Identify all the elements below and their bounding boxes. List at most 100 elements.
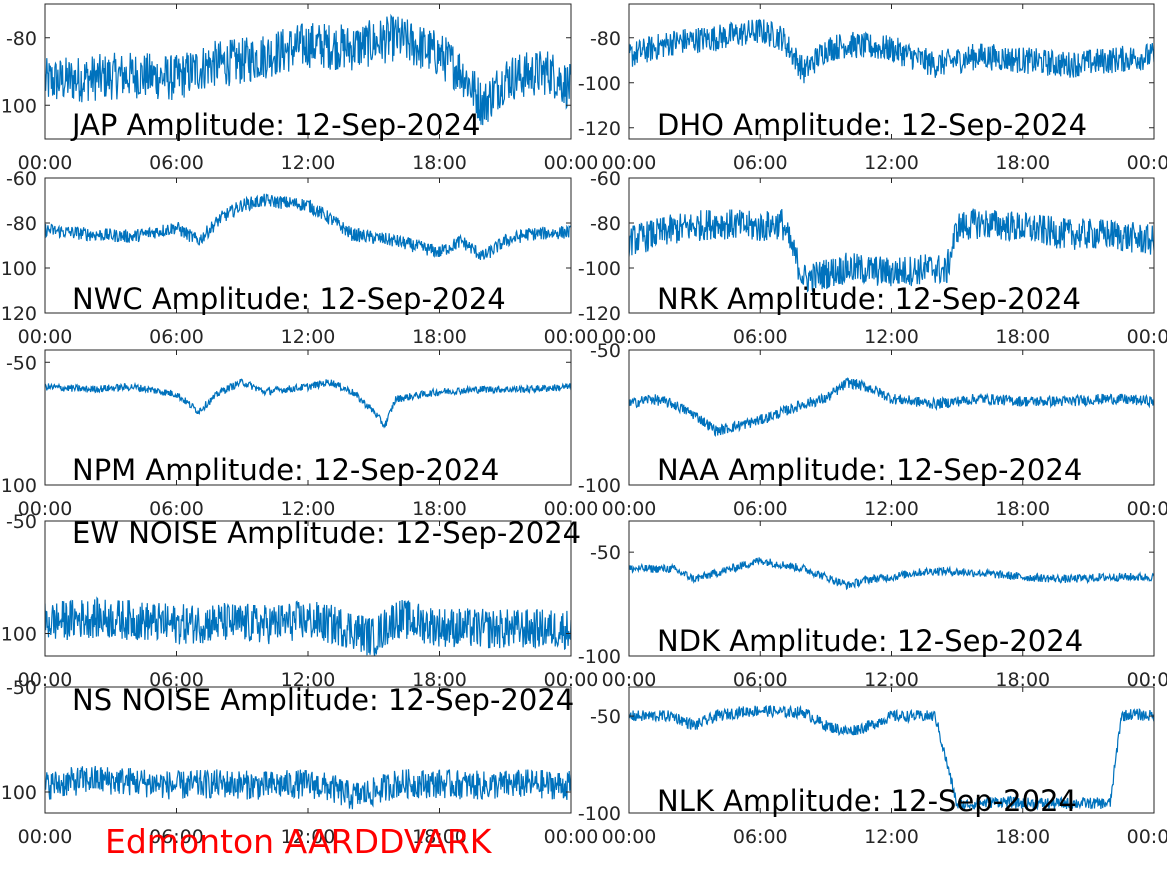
series-line	[629, 704, 1154, 811]
y-tick-label: -50	[590, 706, 621, 728]
series-line	[45, 765, 571, 810]
y-tick-label: -100	[0, 475, 37, 497]
y-tick-label: -100	[578, 475, 621, 497]
x-tick-label: 18:00	[995, 669, 1050, 691]
y-tick-label: -60	[6, 168, 37, 190]
x-tick-label: 18:00	[412, 152, 467, 174]
y-tick-label: -80	[6, 28, 37, 50]
x-tick-label: 00:00	[602, 498, 657, 520]
x-tick-label: 00:00	[602, 826, 657, 848]
x-tick-label: 00:00	[544, 326, 599, 348]
x-tick-label: 00:00	[544, 152, 599, 174]
panel-title: DHO Amplitude: 12-Sep-2024	[657, 108, 1087, 142]
y-tick-label: -50	[6, 511, 37, 533]
y-tick-label: -100	[0, 624, 37, 646]
x-tick-label: 18:00	[412, 669, 467, 691]
x-tick-label: 06:00	[149, 152, 204, 174]
x-tick-label: 00:00	[602, 669, 657, 691]
x-tick-label: 00:00	[18, 826, 73, 848]
x-tick-label: 18:00	[995, 498, 1050, 520]
y-tick-label: -100	[0, 258, 37, 280]
x-tick-label: 00:00	[1127, 669, 1167, 691]
x-tick-label: 00:00	[1127, 326, 1167, 348]
x-tick-label: 12:00	[281, 326, 336, 348]
y-tick-label: -100	[578, 258, 621, 280]
panel-title: NS NOISE Amplitude: 12-Sep-2024	[72, 683, 574, 717]
y-tick-label: -50	[590, 340, 621, 362]
panel-1: 00:00 06:00 12:00 18:00 00:00 -80 -100 JAP Ampl…	[0, 3, 599, 174]
x-tick-label: 00:00	[1127, 826, 1167, 848]
x-tick-label: 12:00	[281, 826, 336, 848]
x-tick-label: 12:00	[864, 669, 919, 691]
y-tick-label: -120	[0, 303, 37, 325]
y-tick-label: -80	[6, 213, 37, 235]
panel-title: NWC Amplitude: 12-Sep-2024	[72, 282, 506, 316]
series-line	[629, 377, 1154, 438]
y-tick-label: -50	[6, 352, 37, 374]
y-tick-label: -80	[590, 213, 621, 235]
x-tick-label: 06:00	[149, 669, 204, 691]
x-tick-label: 12:00	[864, 326, 919, 348]
x-tick-label: 06:00	[149, 826, 204, 848]
x-tick-label: 00:00	[544, 669, 599, 691]
x-tick-label: 00:00	[1127, 152, 1167, 174]
series-line	[629, 18, 1154, 84]
y-tick-label: -50	[590, 542, 621, 564]
x-tick-label: 18:00	[995, 826, 1050, 848]
x-tick-label: 12:00	[281, 152, 336, 174]
y-tick-label: -100	[578, 73, 621, 95]
x-tick-label: 12:00	[864, 498, 919, 520]
footer-label: Edmonton AARDDVARK	[105, 822, 493, 861]
x-tick-label: 06:00	[733, 669, 788, 691]
x-tick-label: 00:00	[18, 669, 73, 691]
x-tick-label: 06:00	[733, 152, 788, 174]
y-tick-label: -100	[0, 95, 37, 117]
panel-8: 00:00 06:00 12:00 18:00 00:00 -50 -100 NDK Ampl…	[578, 520, 1167, 691]
x-tick-label: 12:00	[864, 152, 919, 174]
x-tick-label: 00:00	[18, 326, 73, 348]
panel-3: 00:00 06:00 12:00 18:00 00:00 -60 -80 -100 -120 N…	[0, 168, 598, 348]
panel-title: NLK Amplitude: 12-Sep-2024	[657, 784, 1077, 818]
series-line	[45, 13, 571, 126]
x-tick-label: 06:00	[149, 498, 204, 520]
x-tick-label: 18:00	[995, 326, 1050, 348]
panel-title: EW NOISE Amplitude: 12-Sep-2024	[72, 516, 581, 550]
x-tick-label: 00:00	[602, 326, 657, 348]
series-line	[45, 193, 571, 260]
panel-5: 00:00 06:00 12:00 18:00 00:00 -50 -100 NPM Ampl…	[0, 349, 599, 520]
x-tick-label: 12:00	[281, 669, 336, 691]
x-tick-label: 12:00	[281, 498, 336, 520]
x-tick-label: 00:00	[602, 152, 657, 174]
x-tick-label: 00:00	[1127, 498, 1167, 520]
x-tick-label: 06:00	[733, 826, 788, 848]
x-tick-label: 06:00	[733, 498, 788, 520]
x-tick-label: 06:00	[733, 326, 788, 348]
y-tick-label: -100	[578, 646, 621, 668]
series-line	[629, 208, 1154, 293]
y-tick-label: -120	[578, 118, 621, 140]
x-tick-label: 06:00	[149, 326, 204, 348]
panel-title: JAP Amplitude: 12-Sep-2024	[70, 108, 480, 142]
panel-title: NRK Amplitude: 12-Sep-2024	[657, 282, 1081, 316]
y-tick-label: -80	[590, 28, 621, 50]
panel-9: 00:00 06:00 12:00 18:00 00:00 -50 -100 NS NOISE…	[0, 677, 598, 848]
x-tick-label: 18:00	[412, 326, 467, 348]
panel-title: NAA Amplitude: 12-Sep-2024	[657, 453, 1082, 487]
series-line	[45, 378, 571, 429]
x-tick-label: 18:00	[412, 826, 467, 848]
panel-4: 00:00 06:00 12:00 18:00 00:00 -60 -80 -100 -120 N…	[578, 168, 1167, 348]
panel-2: 00:00 06:00 12:00 18:00 00:00 -80 -100 -120 DHO …	[578, 3, 1167, 174]
series-line	[45, 596, 571, 656]
panel-title: NDK Amplitude: 12-Sep-2024	[657, 624, 1083, 658]
y-tick-label: -120	[578, 303, 621, 325]
x-tick-label: 00:00	[544, 826, 599, 848]
x-tick-label: 00:00	[544, 498, 599, 520]
x-tick-label: 12:00	[864, 826, 919, 848]
series-line	[629, 557, 1154, 591]
y-tick-label: -50	[6, 677, 37, 699]
x-tick-label: 18:00	[412, 498, 467, 520]
panel-7: 00:00 06:00 12:00 18:00 00:00 -50 -100 EW NOISE…	[0, 511, 598, 691]
y-tick-label: -100	[0, 782, 37, 804]
panel-6: 00:00 06:00 12:00 18:00 00:00 -50 -100 NAA Ampl…	[578, 340, 1167, 520]
